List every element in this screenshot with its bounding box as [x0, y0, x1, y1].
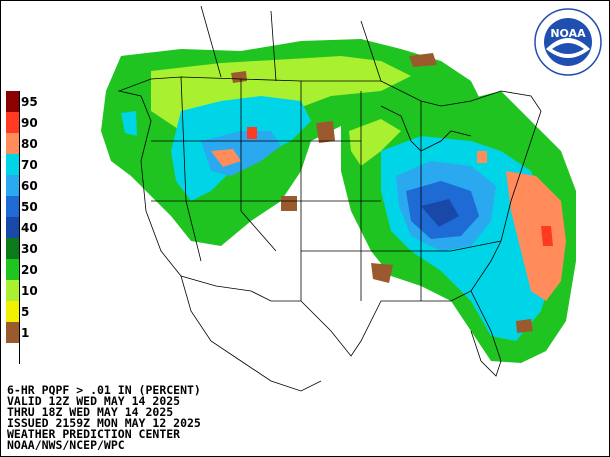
- legend-swatch: [6, 343, 20, 364]
- legend-swatch: [6, 217, 20, 238]
- canada-line-2: [270, 10, 277, 82]
- legend-label: 50: [21, 200, 38, 214]
- us-border-outline: [117, 76, 542, 357]
- legend-row: 5: [6, 301, 46, 322]
- legend-swatch: [6, 238, 20, 259]
- legend-swatch: [6, 322, 20, 343]
- legend-swatch: [6, 112, 20, 133]
- precip-region-atlantic-red: [541, 226, 553, 246]
- legend-label: 40: [21, 221, 38, 235]
- great-lakes-outline: [380, 105, 472, 152]
- legend-row: 70: [6, 154, 46, 175]
- legend-row: 90: [6, 112, 46, 133]
- legend-row: 50: [6, 196, 46, 217]
- noaa-logo-icon: NOAA: [534, 8, 602, 76]
- precip-fringe-4: [371, 263, 393, 283]
- legend-label: 60: [21, 179, 38, 193]
- precip-fringe-5: [281, 196, 297, 211]
- svg-text:NOAA: NOAA: [550, 27, 586, 40]
- precip-region-northwest-peak: [211, 149, 241, 167]
- canada-line-3: [360, 20, 382, 82]
- legend-label: 70: [21, 158, 38, 172]
- precip-region-ne-peak: [477, 151, 487, 163]
- thru-time: THRU 18Z WED MAY 14 2025: [7, 405, 174, 419]
- issued-time: ISSUED 2159Z MON MAY 12 2025: [7, 416, 201, 430]
- state-line-2: [240, 79, 277, 252]
- legend-row: 60: [6, 175, 46, 196]
- legend-swatch: [6, 175, 20, 196]
- precip-region-atlantic-orange: [506, 171, 566, 301]
- mexico-outline: [180, 275, 322, 392]
- legend-label: 20: [21, 263, 38, 277]
- precip-region-east-light: [349, 119, 401, 166]
- legend-label: 95: [21, 95, 38, 109]
- precip-region-montana-peak: [247, 127, 257, 139]
- legend-label: 1: [21, 326, 30, 340]
- legend-swatch: [6, 91, 20, 112]
- legend-swatch: [6, 280, 20, 301]
- legend-row: 1: [6, 322, 46, 343]
- legend-label: 5: [21, 305, 30, 319]
- legend-label: 10: [21, 284, 38, 298]
- precip-fringe-6: [516, 319, 533, 333]
- legend: 95 90 80 70 60 50 40 30 20 10 5 1: [6, 91, 46, 364]
- legend-label: 90: [21, 116, 38, 130]
- legend-row: 20: [6, 259, 46, 280]
- legend-swatch: [6, 154, 20, 175]
- legend-swatch: [6, 133, 20, 154]
- florida-outline: [470, 290, 502, 377]
- legend-row: 95: [6, 91, 46, 112]
- legend-swatch: [6, 196, 20, 217]
- precip-fringe-3: [409, 53, 437, 67]
- state-line-8: [301, 240, 502, 252]
- canada-line-1: [200, 5, 222, 78]
- precip-fringe-2: [316, 121, 335, 143]
- legend-label: 80: [21, 137, 38, 151]
- legend-row: 10: [6, 280, 46, 301]
- precip-fringe-1: [231, 71, 247, 83]
- legend-row: 80: [6, 133, 46, 154]
- agency-name: NOAA/NWS/NCEP/WPC: [7, 438, 125, 452]
- legend-swatch: [6, 259, 20, 280]
- product-title: 6-HR PQPF > .01 IN (PERCENT): [7, 383, 201, 397]
- valid-time: VALID 12Z WED MAY 14 2025: [7, 394, 181, 408]
- legend-swatch: [6, 301, 20, 322]
- legend-row: 40: [6, 217, 46, 238]
- precip-region-east-deep: [421, 199, 459, 227]
- product-info: 6-HR PQPF > .01 IN (PERCENT) VALID 12Z W…: [7, 383, 201, 452]
- center-name: WEATHER PREDICTION CENTER: [7, 427, 181, 441]
- legend-row: [6, 343, 46, 364]
- precip-region-west-coast-blue: [121, 111, 137, 136]
- legend-label: 30: [21, 242, 38, 256]
- legend-row: 30: [6, 238, 46, 259]
